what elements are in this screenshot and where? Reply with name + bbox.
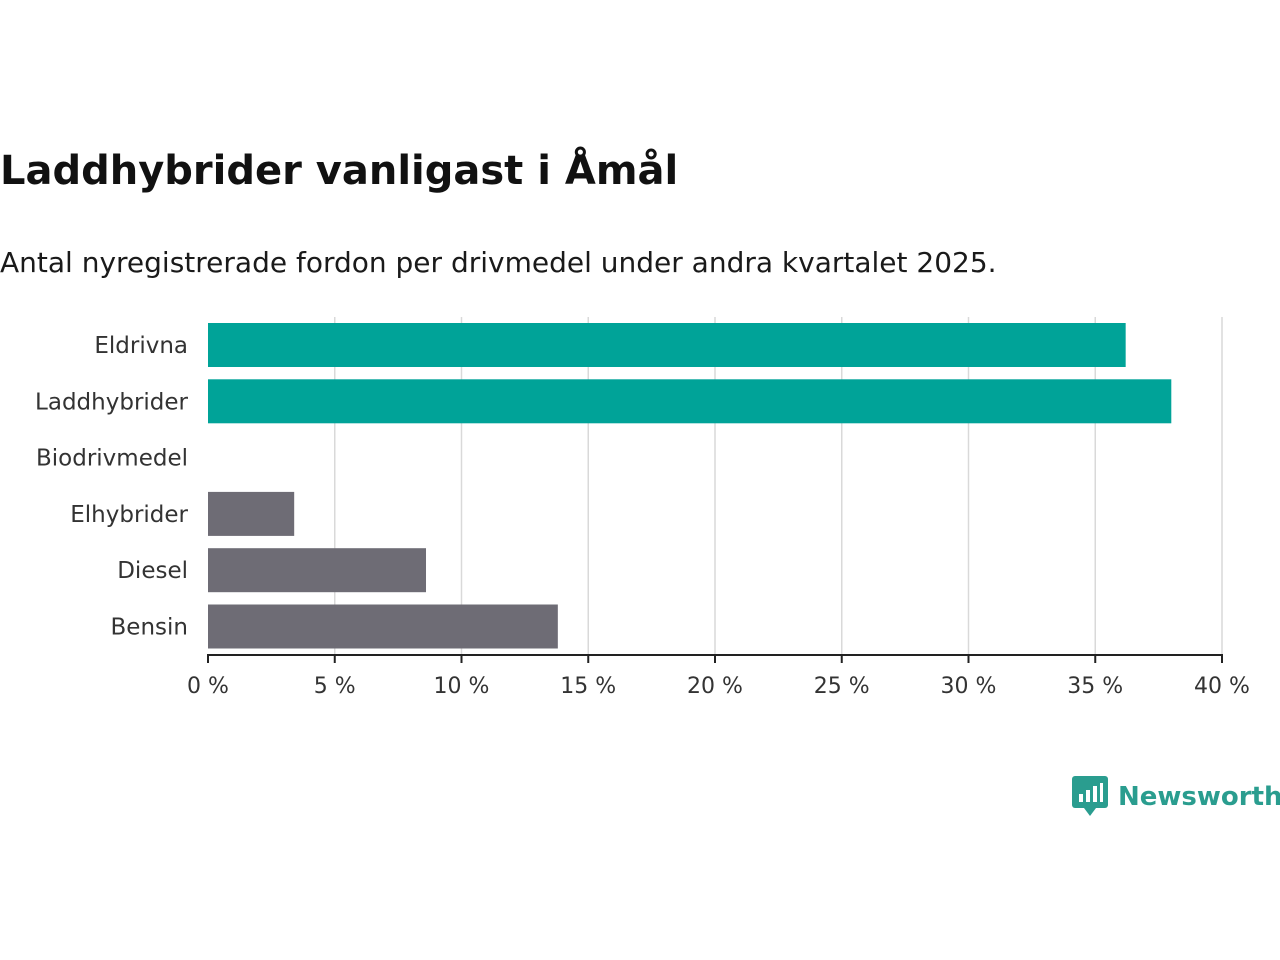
x-tick-label: 10 % <box>434 674 490 699</box>
x-tick-label: 35 % <box>1067 674 1123 699</box>
bar-eldrivna <box>208 323 1126 367</box>
bar-laddhybrider <box>208 379 1172 424</box>
category-labels: Eldrivna Laddhybrider Biodrivmedel Elhybrid… <box>35 333 188 641</box>
grid-layer <box>334 317 1223 655</box>
bar-chart: Eldrivna Laddhybrider Biodrivmedel Elhybrid… <box>35 317 1250 699</box>
category-label: Laddhybrider <box>35 389 188 415</box>
newsworthy-logo-icon <box>1072 776 1108 816</box>
x-tick-label: 40 % <box>1194 674 1250 699</box>
bar-elhybrider <box>208 491 295 536</box>
bar-bensin <box>208 604 558 649</box>
brand-name: Newsworthy <box>1118 782 1280 812</box>
x-tick-label: 25 % <box>814 674 870 699</box>
x-tick-label: 30 % <box>941 674 997 699</box>
x-tick-label: 20 % <box>687 674 743 699</box>
bars-layer <box>208 323 1172 649</box>
brand-logo[interactable]: Newsworthy <box>1072 776 1280 818</box>
chart-title: Laddhybrider vanligast i Åmål <box>0 148 679 194</box>
chart-subtitle: Antal nyregistrerade fordon per drivmede… <box>0 246 997 279</box>
category-label: Eldrivna <box>94 333 188 359</box>
x-tick-label: 0 % <box>187 674 229 699</box>
x-tick-label: 15 % <box>560 674 616 699</box>
category-label: Bensin <box>111 615 188 641</box>
category-label: Elhybrider <box>70 502 188 528</box>
x-tick-label: 5 % <box>314 674 356 699</box>
category-label: Diesel <box>117 558 188 584</box>
bar-diesel <box>208 548 427 593</box>
x-axis: 0 % 5 % 10 % 15 % 20 % 25 % 30 % 35 % 40 % <box>187 654 1250 699</box>
category-label: Biodrivmedel <box>36 446 188 472</box>
